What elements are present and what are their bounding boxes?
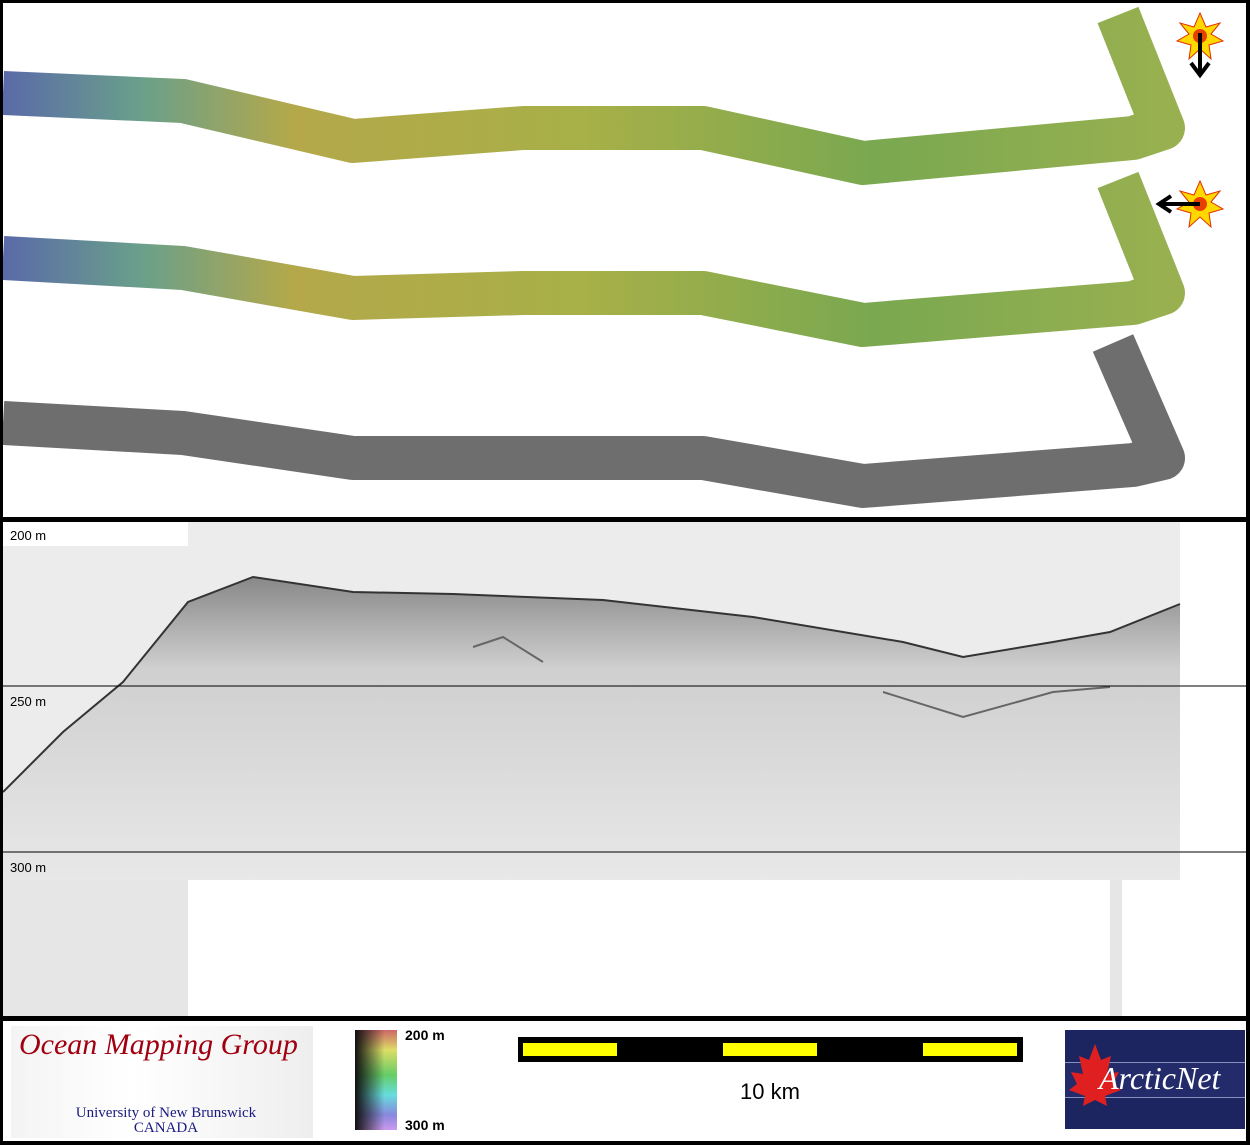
scale-bar-label: 10 km: [740, 1079, 800, 1104]
footer-panel: Ocean Mapping Group University of New Br…: [3, 1021, 1246, 1141]
colorbar-bottom-label: 300 m: [405, 1117, 445, 1133]
omg-logo-line2: CANADA: [133, 1120, 199, 1136]
depth-label-300: 300 m: [10, 860, 47, 875]
colorbar-top-label: 200 m: [405, 1027, 445, 1043]
arrow-down-icon: [1189, 33, 1211, 79]
depth-label-250: 250 m: [10, 694, 47, 709]
swath-map: [3, 6, 1225, 508]
subbottom-profile: [3, 522, 1246, 1016]
scale-bar-segment: [523, 1043, 617, 1056]
omg-logo-line1: University of New Brunswick: [75, 1105, 257, 1121]
swath-shaded-east: [3, 171, 1185, 347]
ocean-mapping-group-logo: Ocean Mapping Group University of New Br…: [11, 1026, 313, 1138]
seabed-reflector: [3, 577, 1180, 880]
subbottom-profile-panel: 200 m 250 m 300 m: [3, 522, 1246, 1016]
omg-logo-title: Ocean Mapping Group: [19, 1028, 298, 1061]
swath-backscatter: [3, 334, 1185, 508]
scale-bar-segment: [723, 1043, 817, 1056]
arcticnet-logo: ArcticNet: [1065, 1030, 1245, 1129]
swath-map-panel: [3, 3, 1246, 517]
scale-bar: [518, 1037, 1023, 1062]
maple-leaf-icon: [1069, 1044, 1121, 1106]
scale-bar-segment: [923, 1043, 1017, 1056]
arrow-left-icon: [1155, 194, 1200, 214]
depth-colorbar: [355, 1030, 397, 1130]
depth-label-200: 200 m: [10, 528, 47, 543]
arcticnet-logo-text: ArcticNet: [1099, 1060, 1221, 1096]
swath-shaded-north: [3, 6, 1185, 185]
